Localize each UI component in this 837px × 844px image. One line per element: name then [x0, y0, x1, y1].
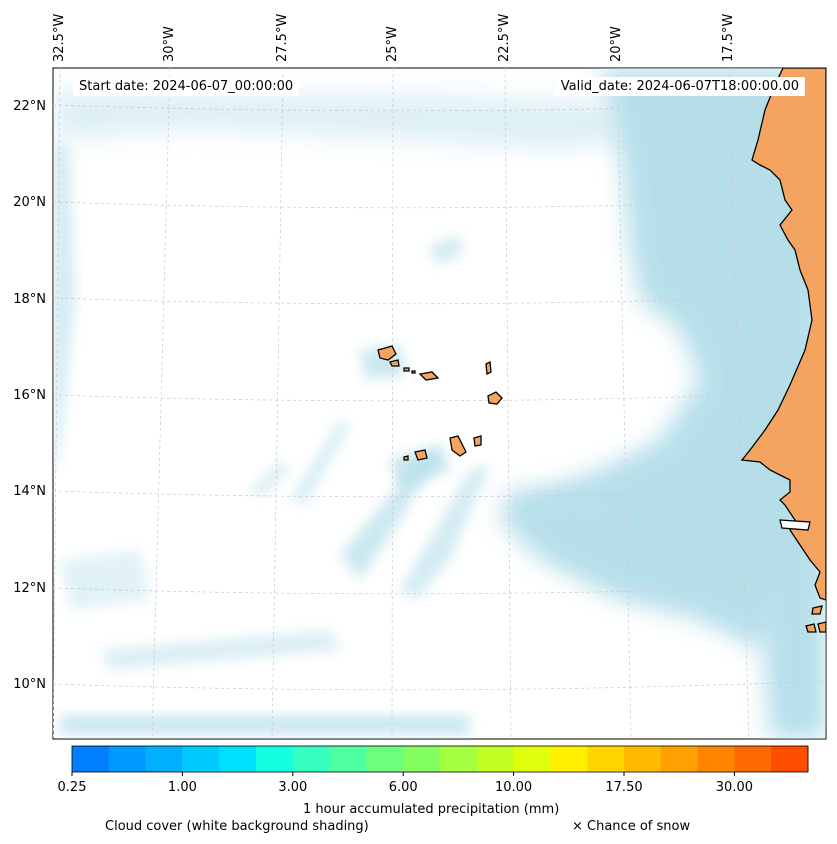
latitude-label: 20°N: [13, 195, 46, 210]
colorbar-segment: [624, 746, 662, 772]
island-sao-vicente: [389, 359, 400, 367]
cloud-northwest-patch: [430, 235, 462, 265]
start-date-text: Start date: 2024-06-07_00:00:00: [79, 79, 294, 94]
longitude-label: 22.5°W: [497, 13, 512, 62]
colorbar-segment: [513, 746, 551, 772]
latitude-label: 10°N: [13, 677, 46, 692]
snow-caption: × Chance of snow: [572, 819, 691, 834]
latitude-label: 18°N: [13, 292, 46, 307]
cloud-bottom-band: [60, 715, 470, 735]
colorbar-segment: [440, 746, 478, 772]
cloud-streak-2: [400, 465, 490, 600]
colorbar-tick-label: 0.25: [57, 780, 87, 795]
latitude-label: 12°N: [13, 581, 46, 596]
island-bijagos-3: [817, 621, 826, 633]
island-bijagos-1: [811, 605, 823, 615]
island-fogo: [414, 449, 428, 461]
cloud-lower-left: [60, 550, 150, 610]
west-africa-coast: [740, 68, 826, 601]
longitude-label: 27.5°W: [275, 13, 290, 62]
colorbar-segment: [403, 746, 441, 772]
colorbar-tick-label: 10.00: [494, 780, 533, 795]
island-maio: [473, 435, 482, 447]
colorbar-segment: [771, 746, 809, 772]
colorbar-segment: [660, 746, 699, 772]
colorbar-tick-label: 30.00: [715, 780, 753, 795]
colorbar-segment: [329, 746, 367, 772]
colorbar-tick-label: 17.50: [605, 780, 643, 795]
land-areas: [377, 68, 826, 633]
longitude-label: 25°W: [385, 26, 400, 62]
cloud-top-band: [53, 90, 640, 150]
valid-date-box: Valid_date: 2024-06-07T18:00:00.00: [554, 77, 805, 96]
colorbar-title: 1 hour accumulated precipitation (mm): [303, 802, 560, 817]
map-content: [53, 68, 826, 739]
island-sao-nicolau: [418, 371, 440, 381]
cloud-streak-4: [290, 420, 350, 505]
longitude-label: 20°W: [609, 26, 624, 62]
cloud-cover-shading: [53, 68, 826, 739]
island-santiago: [449, 435, 467, 457]
colorbar-segment: [72, 746, 110, 772]
start-date-box: Start date: 2024-06-07_00:00:00: [73, 77, 300, 96]
longitude-label: 32.5°W: [52, 13, 67, 62]
colorbar-segment: [182, 746, 220, 772]
colorbar-tick-label: 1.00: [167, 780, 197, 795]
island-bijagos-2: [805, 623, 817, 633]
colorbar-segment: [219, 746, 257, 772]
cloud-bottom-band-2: [100, 630, 340, 670]
gridlines: [53, 68, 826, 739]
cloud-cover-caption: Cloud cover (white background shading): [105, 819, 369, 834]
colorbar-segment: [108, 746, 147, 772]
colorbar-segment: [145, 746, 183, 772]
colorbar-segment: [550, 746, 588, 772]
colorbar-segment: [697, 746, 735, 772]
colorbar-segment: [366, 746, 404, 772]
colorbar-segment: [256, 746, 294, 772]
latitude-label: 16°N: [13, 388, 46, 403]
island-brava: [403, 455, 409, 461]
island-boa-vista: [487, 391, 503, 405]
colorbar-segment: [587, 746, 625, 772]
latitude-label: 14°N: [13, 484, 46, 499]
colorbar-segment: [476, 746, 515, 772]
island-sal: [485, 360, 492, 376]
colorbar-segment: [734, 746, 772, 772]
gambia-inlet: [779, 519, 811, 531]
colorbar-tick-label: 3.00: [278, 780, 308, 795]
latitude-label: 22°N: [13, 99, 46, 114]
colorbar-segment: [292, 746, 331, 772]
longitude-label: 17.5°W: [721, 13, 736, 62]
cloud-streak-5: [250, 460, 290, 498]
cloud-east-lower: [500, 490, 790, 650]
longitude-label: 30°W: [162, 26, 177, 62]
colorbar-tick-label: 6.00: [388, 780, 418, 795]
islet-2: [411, 370, 416, 374]
islet-1: [403, 367, 410, 372]
island-santo-antao: [377, 345, 397, 361]
colorbar: [71, 745, 809, 776]
valid-date-text: Valid_date: 2024-06-07T18:00:00.00: [560, 79, 799, 94]
colorbar-border: [71, 745, 809, 773]
